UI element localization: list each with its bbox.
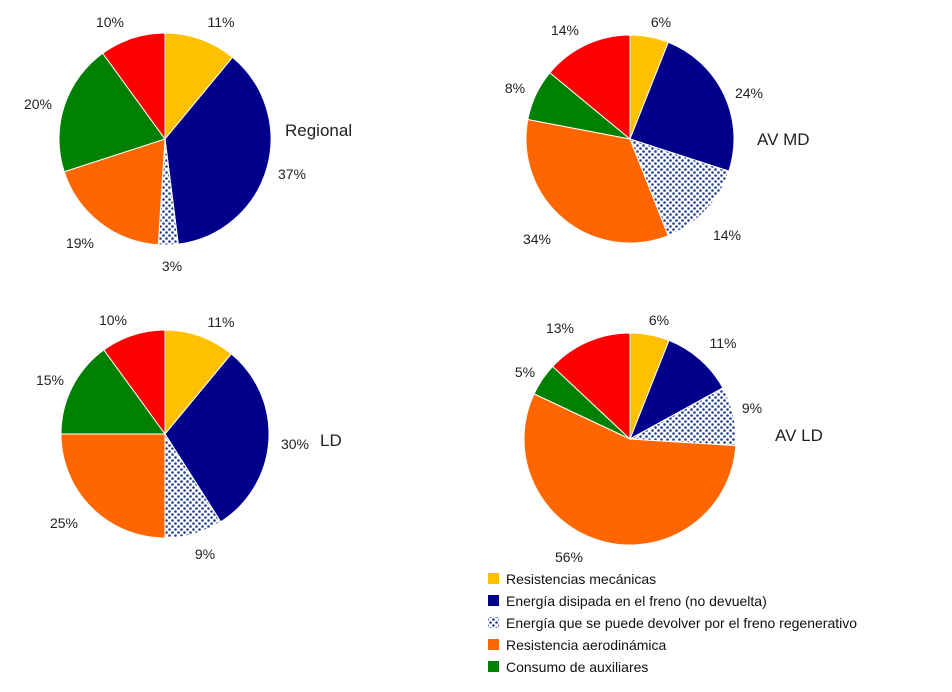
data-label: 6% — [649, 312, 669, 328]
legend-swatch — [488, 639, 499, 650]
chart-title: AV MD — [757, 130, 810, 149]
data-label: 24% — [735, 85, 763, 101]
legend-item-resistencias-mecanicas: Resistencias mecánicas — [488, 571, 656, 587]
data-label: 20% — [24, 96, 52, 112]
pie-slice-otros — [549, 34, 631, 141]
pie-slice-resistencias-mecanicas — [164, 32, 234, 141]
pie-slice-otros — [552, 332, 631, 441]
pie-slice-resistencia-aerodinamica — [63, 138, 166, 246]
pie-regional: 11% 37% 3% 19% 20% 10% Regional — [24, 14, 352, 274]
data-label: 13% — [546, 320, 574, 336]
pie-slice-resistencia-aerodinamica — [60, 433, 166, 539]
pie-slice-energia-que-se-puede-devolver-por-el-freno-regenerativo — [629, 138, 730, 237]
legend-swatch — [488, 617, 499, 628]
pie-slice-consumo-de-auxiliares — [60, 349, 166, 435]
pie-slice-resistencia-aerodinamica — [525, 118, 669, 244]
data-label: 15% — [36, 372, 64, 388]
data-label: 25% — [50, 515, 78, 531]
pie-slice-otros — [101, 32, 166, 141]
legend-swatch — [488, 573, 499, 584]
legend-item-energia-que-se-puede-devolver-por-el-freno-regenerativo: Energía que se puede devolver por el fre… — [488, 615, 857, 631]
pie-slice-energia-disipada-en-el-freno-no-devuelta — [164, 56, 272, 245]
data-label: 9% — [742, 400, 762, 416]
pie-av-md: 6% 24% 14% 34% 8% 14% AV MD — [505, 14, 810, 247]
legend-swatch — [488, 595, 499, 606]
legend-swatch — [488, 661, 499, 672]
chart-title: AV LD — [775, 426, 823, 445]
data-label: 56% — [555, 549, 583, 565]
pie-slice-energia-disipada-en-el-freno-no-devuelta — [164, 353, 270, 523]
pie-slice-resistencia-aerodinamica — [523, 393, 737, 546]
pie-slice-consumo-de-auxiliares — [58, 52, 166, 173]
data-label: 30% — [281, 436, 309, 452]
pie-av-ld: 6% 11% 9% 56% 5% 13% AV LD — [515, 312, 823, 565]
legend-label: Resistencia aerodinámica — [506, 637, 667, 653]
data-label: 3% — [162, 258, 182, 274]
legend-item-resistencia-aerodinamica: Resistencia aerodinámica — [488, 637, 667, 653]
legend-label: Consumo de auxiliares — [506, 659, 648, 675]
pie-ld: 11% 30% 9% 25% 15% 10% LD — [36, 312, 342, 562]
pie-slice-resistencias-mecanicas — [164, 329, 232, 436]
legend-label: Energía que se puede devolver por el fre… — [506, 615, 857, 631]
data-label: 34% — [523, 231, 551, 247]
data-label: 5% — [515, 364, 535, 380]
data-label: 14% — [551, 22, 579, 38]
data-label: 11% — [208, 314, 235, 330]
data-label: 9% — [195, 546, 215, 562]
data-label: 11% — [208, 14, 235, 30]
legend-item-consumo-de-auxiliares: Consumo de auxiliares — [488, 659, 648, 675]
data-label: 10% — [96, 14, 124, 30]
pie-slice-energia-disipada-en-el-freno-no-devuelta — [629, 41, 735, 172]
chart-title: LD — [320, 431, 342, 450]
legend: Resistencias mecánicas Energía disipada e… — [488, 571, 857, 675]
chart-title: Regional — [285, 121, 352, 140]
data-label: 11% — [710, 335, 737, 351]
pie-slice-energia-disipada-en-el-freno-no-devuelta — [629, 339, 724, 441]
legend-label: Resistencias mecánicas — [506, 571, 656, 587]
legend-label: Energía disipada en el freno (no devuelt… — [506, 593, 767, 609]
data-label: 6% — [651, 14, 671, 30]
data-label: 19% — [66, 235, 94, 251]
data-label: 37% — [278, 166, 306, 182]
legend-item-energia-disipada-en-el-freno-no-devuelta: Energía disipada en el freno (no devuelt… — [488, 593, 767, 609]
pie-slice-otros — [103, 329, 166, 436]
data-label: 10% — [99, 312, 127, 328]
data-label: 8% — [505, 80, 525, 96]
data-label: 14% — [713, 227, 741, 243]
